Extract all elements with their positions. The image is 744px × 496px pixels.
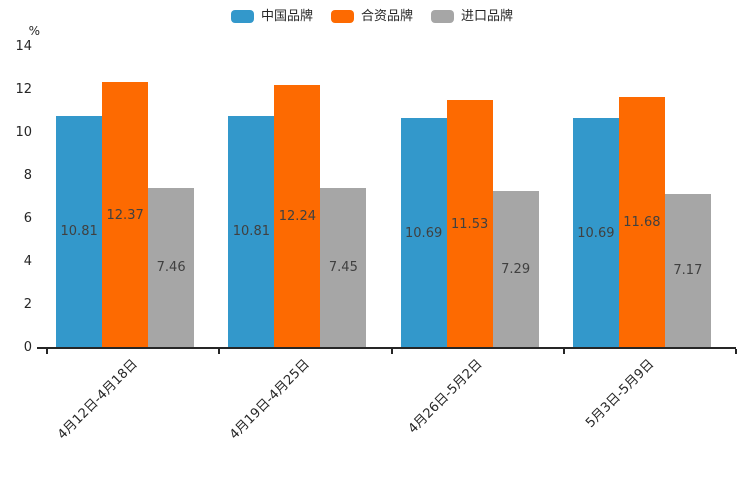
legend-label: 合资品牌 — [360, 9, 413, 24]
legend-label: 中国品牌 — [260, 9, 313, 24]
bar-value-label: 7.46 — [156, 260, 186, 276]
bar-value-label: 12.37 — [106, 207, 144, 223]
legend-swatch-import-brand — [431, 10, 454, 23]
bar-value-label: 12.24 — [278, 208, 316, 224]
y-tick-label: 4 — [23, 254, 32, 269]
y-tick-label: 10 — [15, 125, 32, 140]
x-axis-tick — [218, 349, 221, 354]
y-axis-unit-label: % — [28, 24, 40, 38]
bar-china-brand-week1: 10.81 — [56, 115, 103, 348]
legend-swatch-china-brand — [230, 10, 254, 23]
legend-label: 进口品牌 — [461, 9, 514, 24]
bar-joint-venture-brand-week4: 11.68 — [618, 96, 665, 348]
legend: 中国品牌 合资品牌 进口品牌 — [0, 9, 744, 24]
legend-item-joint-venture-brand: 合资品牌 — [330, 9, 413, 24]
x-axis-tick — [562, 349, 565, 354]
legend-swatch-joint-venture-brand — [330, 10, 354, 23]
bar-value-label: 7.29 — [501, 262, 531, 278]
legend-item-import-brand: 进口品牌 — [431, 9, 513, 24]
bar-china-brand-week4: 10.69 — [572, 118, 619, 348]
y-tick-label: 12 — [15, 82, 32, 97]
y-tick-label: 8 — [23, 168, 32, 183]
bar-value-label: 7.17 — [673, 263, 703, 279]
bar-value-label: 10.69 — [577, 225, 615, 241]
bar-value-label: 10.69 — [405, 225, 443, 241]
bar-import-brand-week4: 7.17 — [664, 193, 711, 348]
bar-value-label: 11.53 — [451, 216, 489, 232]
bar-value-label: 11.68 — [623, 214, 661, 230]
y-tick-label: 14 — [15, 39, 32, 54]
bar-import-brand-week2: 7.45 — [320, 187, 367, 348]
x-category-label-week3: 4月26日-5月2日 — [405, 356, 486, 437]
bar-value-label: 10.81 — [60, 224, 98, 240]
bar-china-brand-week3: 10.69 — [400, 118, 447, 348]
y-tick-label: 6 — [23, 211, 32, 226]
y-tick-label: 0 — [23, 340, 32, 355]
y-tick-label: 2 — [23, 297, 32, 312]
x-category-label-week4: 5月3日-5月9日 — [583, 356, 658, 431]
bar-joint-venture-brand-week3: 11.53 — [446, 100, 493, 348]
x-axis-tick — [46, 349, 48, 354]
bar-value-label: 7.45 — [328, 260, 358, 276]
bar-joint-venture-brand-week1: 12.37 — [102, 82, 149, 348]
bar-value-label: 10.81 — [232, 224, 270, 240]
x-axis-tick — [735, 349, 737, 354]
bar-import-brand-week1: 7.46 — [148, 187, 195, 348]
x-axis-line — [37, 347, 736, 349]
bar-joint-venture-brand-week2: 12.24 — [274, 84, 321, 348]
bar-import-brand-week3: 7.29 — [492, 191, 539, 348]
bar-china-brand-week2: 10.81 — [228, 115, 275, 348]
x-category-label-week1: 4月12日-4月18日 — [54, 356, 141, 443]
x-axis-tick — [390, 349, 393, 354]
x-category-label-week2: 4月19日-4月25日 — [227, 356, 313, 443]
legend-item-china-brand: 中国品牌 — [230, 9, 313, 24]
